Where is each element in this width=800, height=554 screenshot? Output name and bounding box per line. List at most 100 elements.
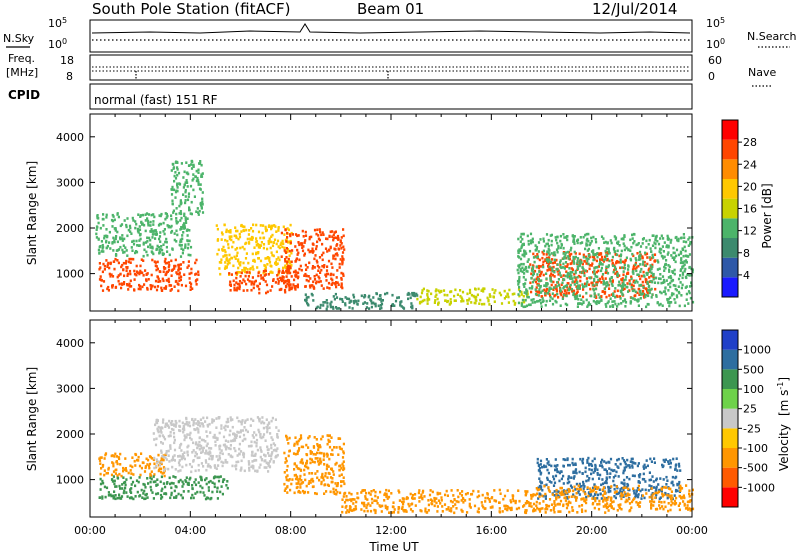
power-echo-cell [189, 184, 193, 188]
power-echo-cell [122, 244, 125, 247]
velocity-echo-cell [110, 494, 113, 498]
power-echo-cell [227, 246, 230, 250]
power-echo-cell [122, 268, 125, 272]
power-echo-cell [648, 288, 652, 292]
velocity-echo-cell [208, 446, 211, 450]
power-echo-cell [325, 279, 328, 282]
power-echo-cell [521, 298, 524, 302]
power-echo-cell [634, 263, 637, 266]
power-echo-cell [681, 248, 685, 252]
power-echo-cell [162, 279, 165, 283]
power-echo-cell [255, 237, 258, 240]
power-echo-cell [632, 297, 635, 300]
velocity-echo-cell [659, 496, 662, 499]
power-echo-cell [197, 273, 200, 276]
power-echo-cell [140, 258, 143, 261]
velocity-echo-cell [206, 435, 209, 438]
velocity-echo-cell [324, 474, 327, 478]
velocity-echo-cell [154, 443, 158, 447]
power-echo-cell [581, 271, 584, 274]
power-echo-cell [579, 275, 582, 279]
power-echo-cell [570, 246, 573, 250]
power-echo-cell [559, 263, 562, 267]
power-echo-cell [302, 235, 305, 238]
power-echo-cell [631, 268, 635, 271]
power-echo-cell [123, 274, 126, 278]
power-echo-cell [546, 288, 549, 291]
velocity-echo-cell [338, 474, 341, 478]
power-echo-cell [651, 244, 655, 247]
velocity-echo-cell [123, 468, 126, 471]
velocity-echo-cell [301, 458, 304, 461]
velocity-echo-cell [160, 458, 163, 461]
velocity-echo-cell [312, 445, 315, 448]
velocity-echo-cell [386, 497, 389, 500]
power-echo-cell [544, 303, 547, 307]
velocity-echo-cell [345, 495, 348, 498]
power-echo-cell [159, 222, 163, 226]
velocity-echo-cell [343, 482, 346, 486]
power-echo-cell [233, 283, 236, 287]
power-echo-cell [525, 304, 529, 308]
velocity-echo-cell [538, 470, 541, 473]
velocity-echo-cell [601, 494, 605, 497]
velocity-echo-cell [636, 464, 639, 468]
velocity-echo-cell [608, 476, 611, 479]
power-echo-cell [546, 269, 549, 272]
power-echo-cell [533, 269, 537, 273]
power-echo-cell [281, 271, 284, 274]
power-echo-cell [177, 289, 180, 293]
power-echo-cell [278, 246, 281, 250]
power-echo-cell [283, 233, 286, 236]
nsearch-tick-bottom: 100 [706, 37, 725, 51]
power-echo-cell [138, 228, 142, 231]
power-echo-cell [580, 298, 583, 301]
velocity-echo-cell [118, 457, 121, 461]
power-echo-cell [581, 266, 584, 269]
power-echo-cell [534, 244, 537, 247]
power-echo-cell [125, 269, 128, 272]
power-echo-cell [605, 285, 608, 288]
power-echo-cell [154, 261, 157, 264]
power-echo-cell [639, 277, 642, 281]
velocity-echo-cell [314, 492, 317, 495]
velocity-echo-cell [424, 509, 427, 513]
power-echo-cell [164, 240, 167, 244]
power-echo-cell [587, 283, 591, 286]
velocity-echo-cell [314, 457, 317, 460]
power-echo-cell [292, 270, 296, 274]
power-echo-cell [519, 240, 522, 243]
velocity-echo-cell [317, 463, 320, 466]
power-echo-cell [654, 237, 657, 240]
velocity-echo-cell [222, 478, 225, 481]
power-echo-cell [581, 241, 584, 244]
power-echo-cell [672, 292, 675, 296]
power-echo-cell [524, 282, 527, 285]
velocity-echo-cell [328, 440, 331, 443]
velocity-echo-cell [619, 490, 622, 493]
velocity-echo-cell [285, 475, 288, 479]
power-echo-cell [650, 267, 653, 271]
nave-label: Nave [748, 66, 776, 79]
power-echo-cell [322, 287, 325, 290]
velocity-echo-cell [581, 461, 584, 465]
power-echo-cell [250, 227, 253, 230]
velocity-echo-cell [678, 486, 681, 490]
velocity-echo-cell [268, 465, 271, 469]
power-echo-cell [189, 253, 192, 257]
power-echo-cell [646, 282, 649, 285]
velocity-echo-cell [414, 504, 417, 507]
velocity-echo-cell [270, 457, 273, 461]
power-echo-cell [174, 161, 177, 164]
power-echo-cell [599, 253, 602, 256]
power-echo-cell [643, 296, 646, 299]
power-echo-cell [606, 301, 609, 305]
power-echo-cell [534, 255, 537, 258]
power-echo-cell [579, 270, 582, 274]
power-echo-cell [142, 241, 145, 245]
power-echo-cell [612, 248, 616, 251]
power-echo-cell [138, 233, 142, 237]
velocity-echo-cell [205, 449, 208, 453]
power-echo-cell [133, 269, 136, 273]
velocity-echo-cell [682, 494, 685, 497]
